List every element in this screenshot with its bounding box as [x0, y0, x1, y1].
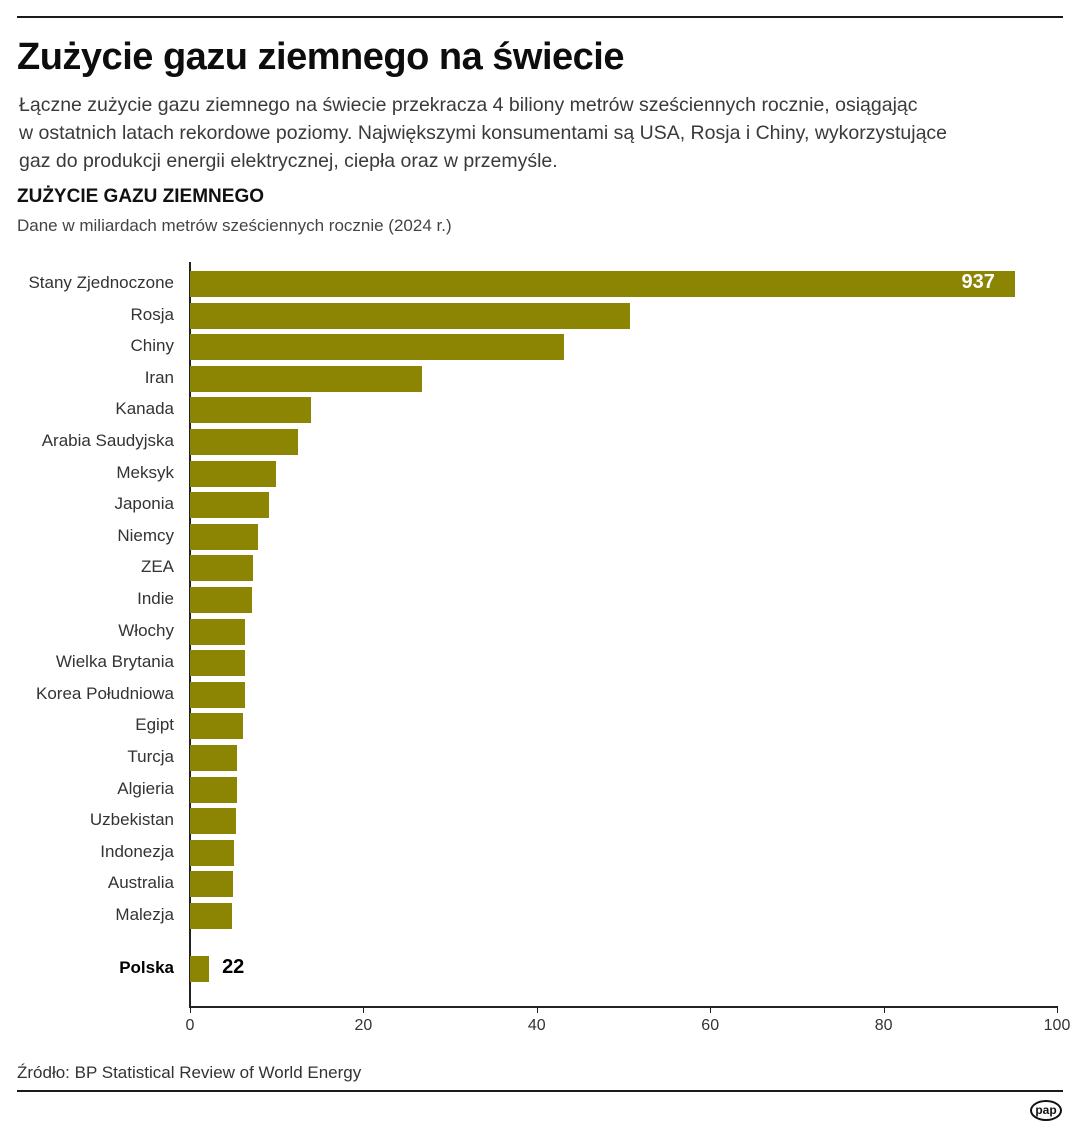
bar: [190, 618, 246, 645]
x-tick: [190, 1007, 191, 1013]
category-label: Iran: [144, 367, 174, 387]
bar: [190, 429, 299, 455]
category-label: Niemcy: [117, 525, 174, 545]
lead-line: Łączne zużycie gazu ziemnego na świecie …: [19, 94, 918, 116]
bar: [190, 713, 243, 740]
bar: [190, 956, 210, 982]
category-label: Meksyk: [116, 462, 174, 482]
bar: [190, 903, 232, 929]
bar: [190, 650, 246, 677]
x-axis-line: [189, 1006, 1058, 1008]
bar-value-label: 22: [222, 956, 245, 978]
x-tick: [1057, 1007, 1058, 1013]
bar: [190, 271, 1015, 297]
bar: [190, 334, 564, 361]
page-title: Zużycie gazu ziemnego na świecie: [17, 36, 624, 78]
category-label: Stany Zjednoczone: [28, 273, 174, 292]
category-label: Wielka Brytania: [55, 652, 174, 672]
chart-heading: ZUŻYCIE GAZU ZIEMNEGO: [17, 186, 264, 207]
top-rule: [17, 16, 1063, 18]
category-label: Australia: [107, 873, 174, 893]
category-label: Algieria: [117, 778, 174, 798]
category-label: Włochy: [118, 620, 174, 640]
bar: [190, 460, 276, 487]
bar: [190, 808, 236, 835]
bar: [190, 555, 254, 582]
bar: [190, 492, 269, 519]
category-label: ZEA: [140, 557, 174, 577]
category-label: Polska: [119, 958, 174, 977]
y-axis-line: [189, 262, 191, 1008]
x-tick: [883, 1007, 885, 1013]
category-label: Arabia Saudyjska: [41, 431, 174, 450]
x-tick: [710, 1007, 712, 1013]
x-tick: [363, 1007, 365, 1013]
bar: [190, 587, 253, 613]
bar-value-label: 937: [961, 271, 995, 293]
chart-subheading: Dane w miliardach metrów sześciennych ro…: [17, 216, 452, 235]
lead-paragraph: Łączne zużycie gazu ziemnego na świecie …: [19, 91, 1059, 175]
category-label: Malezja: [115, 905, 174, 924]
category-label: Rosja: [130, 304, 174, 324]
category-label: Uzbekistan: [89, 810, 174, 830]
pap-logo: pap: [1030, 1100, 1062, 1121]
x-tick-label: 0: [185, 1017, 195, 1034]
lead-line: w ostatnich latach rekordowe poziomy. Na…: [19, 122, 948, 144]
bar: [190, 302, 630, 329]
category-label: Egipt: [135, 715, 174, 735]
bar: [190, 681, 245, 708]
bar: [190, 776, 237, 803]
category-label: Indie: [137, 589, 174, 608]
category-label: Korea Południowa: [36, 683, 174, 703]
x-tick: [536, 1007, 538, 1013]
bar: [190, 365, 423, 392]
bar: [190, 871, 234, 898]
bar: [190, 523, 259, 550]
category-label: Japonia: [114, 494, 174, 514]
x-tick-label: 100: [1043, 1017, 1071, 1034]
category-label: Chiny: [130, 336, 174, 356]
lead-line: gaz do produkcji energii elektrycznej, c…: [19, 150, 558, 172]
x-tick-label: 60: [701, 1017, 720, 1034]
x-tick-label: 80: [874, 1017, 893, 1034]
source-note: Źródło: BP Statistical Review of World E…: [17, 1063, 362, 1082]
category-label: Turcja: [127, 747, 174, 766]
category-label: Indonezja: [100, 841, 174, 861]
x-tick-label: 20: [354, 1017, 373, 1034]
bottom-rule: [17, 1090, 1063, 1092]
bar: [190, 745, 237, 771]
category-label: Kanada: [115, 399, 174, 419]
bar: [190, 397, 312, 424]
x-tick-label: 40: [527, 1017, 546, 1034]
bar: [190, 839, 235, 866]
